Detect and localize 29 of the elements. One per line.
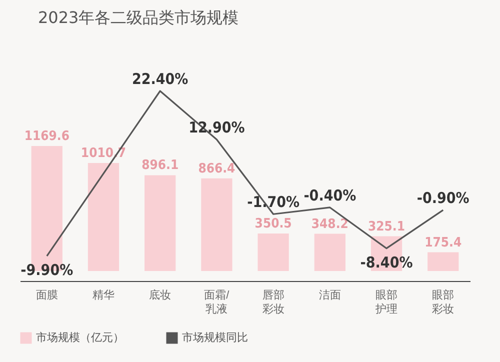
x-tick-label: 底妆 [149, 288, 172, 302]
data-label: -0.40% [304, 186, 357, 204]
bar [258, 234, 289, 271]
data-label: 175.4 [424, 235, 462, 250]
bar [314, 234, 346, 271]
data-label: 1169.6 [24, 129, 70, 144]
x-tick-label: 唇部彩妆 [262, 288, 284, 316]
legend-label: 市场规模（亿元） [36, 331, 124, 344]
x-tick-label: 面霜/乳液 [204, 290, 230, 316]
data-label: -9.90% [20, 261, 74, 279]
data-label: 350.5 [254, 216, 292, 232]
bar [144, 175, 176, 271]
bar [88, 162, 120, 271]
chart-title: 2023年各二级品类市场规模 [38, 8, 239, 27]
x-tick-label: 面膜 [36, 290, 58, 302]
bar [428, 252, 459, 271]
x-tick-label: 精华 [92, 290, 114, 302]
data-label: 896.1 [142, 158, 179, 174]
data-label: 866.4 [198, 161, 236, 176]
data-label: -8.40% [360, 253, 414, 272]
bar [201, 178, 232, 271]
x-tick-label: 眼部彩妆 [432, 288, 454, 316]
x-tick-label: 眼部护理 [374, 288, 398, 316]
x-tick-label: 洁面 [318, 288, 341, 302]
data-label: 22.40% [132, 70, 189, 88]
data-label: 325.1 [368, 219, 406, 234]
data-label: 348.2 [311, 216, 348, 232]
legend-label: 市场规模同比 [182, 331, 248, 344]
data-label: -0.90% [416, 189, 470, 208]
